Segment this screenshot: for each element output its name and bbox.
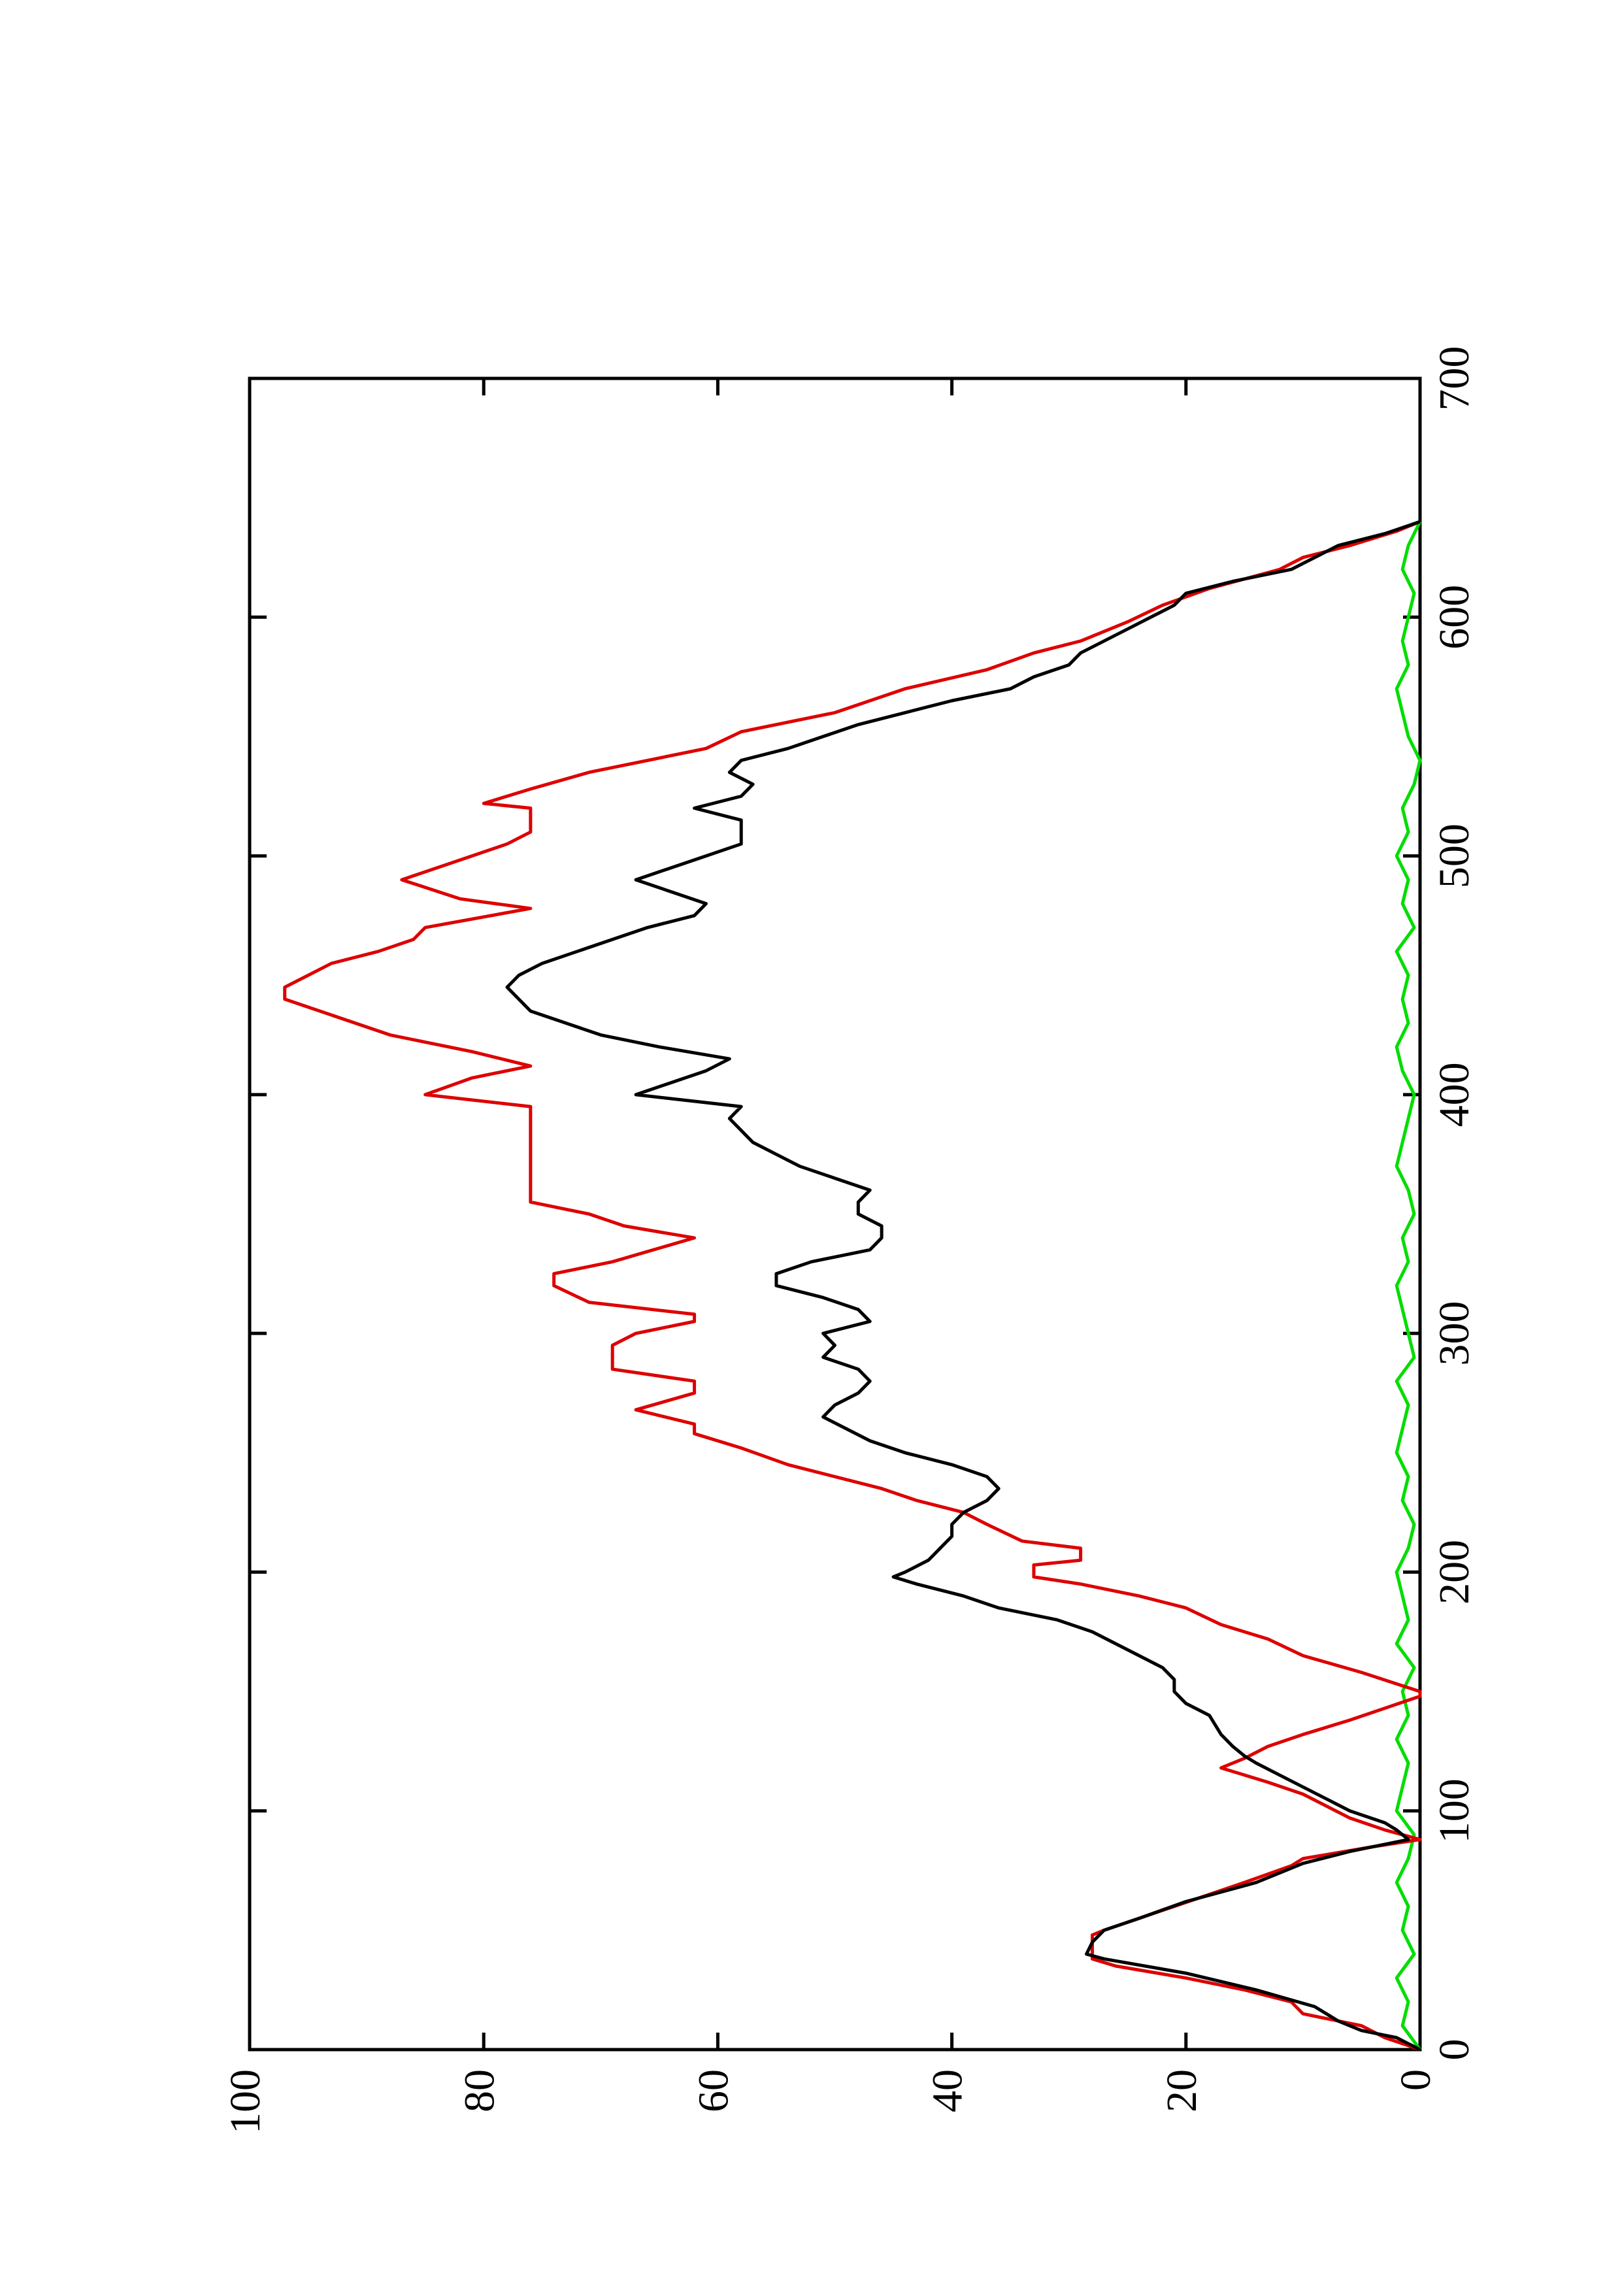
x-tick-label: 400	[1430, 1062, 1478, 1127]
data-line	[1395, 521, 1422, 2051]
x-tick-label: 200	[1430, 1540, 1478, 1605]
y-tick-label: 0	[1392, 2069, 1440, 2091]
y-tick-label: 40	[924, 2069, 972, 2112]
plot-frame	[248, 376, 1422, 2052]
y-tick-label: 20	[1158, 2069, 1206, 2112]
y-tick-label: 80	[455, 2069, 503, 2112]
x-tick-label: 100	[1430, 1778, 1478, 1843]
y-tick-label: 100	[222, 2069, 269, 2134]
x-tick-label: 500	[1430, 824, 1478, 888]
x-tick-label: 700	[1430, 346, 1478, 411]
data-line	[505, 520, 1421, 2052]
x-tick-label: 600	[1430, 585, 1478, 650]
x-tick-label: 300	[1430, 1301, 1478, 1366]
y-tick-label: 60	[690, 2069, 738, 2112]
data-line	[283, 520, 1422, 2052]
x-tick-label: 0	[1430, 2039, 1478, 2061]
